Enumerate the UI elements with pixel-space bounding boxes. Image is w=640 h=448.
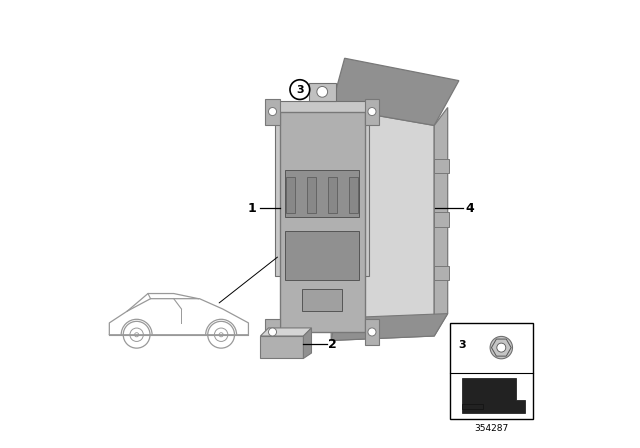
Polygon shape: [266, 99, 280, 125]
Polygon shape: [328, 177, 337, 213]
Circle shape: [490, 336, 513, 359]
Polygon shape: [463, 404, 483, 409]
Polygon shape: [332, 58, 459, 125]
Polygon shape: [303, 328, 312, 358]
Circle shape: [497, 343, 506, 352]
Polygon shape: [287, 177, 296, 213]
Polygon shape: [435, 108, 448, 336]
Polygon shape: [332, 108, 435, 340]
Polygon shape: [365, 319, 379, 345]
Text: 4: 4: [465, 202, 474, 215]
Text: 3: 3: [458, 340, 466, 350]
Polygon shape: [435, 212, 449, 227]
Circle shape: [269, 108, 276, 116]
Polygon shape: [302, 289, 342, 311]
Polygon shape: [332, 314, 448, 340]
Polygon shape: [260, 328, 312, 336]
Circle shape: [317, 86, 328, 97]
Polygon shape: [365, 99, 379, 125]
Polygon shape: [463, 379, 525, 413]
Polygon shape: [349, 177, 358, 213]
Text: 354287: 354287: [474, 424, 509, 433]
Polygon shape: [450, 323, 533, 419]
Polygon shape: [285, 170, 360, 217]
Polygon shape: [260, 336, 303, 358]
Circle shape: [290, 80, 310, 99]
Polygon shape: [285, 231, 360, 280]
Text: 3: 3: [296, 85, 303, 95]
Polygon shape: [280, 112, 365, 332]
Polygon shape: [435, 266, 449, 280]
Text: 1: 1: [248, 202, 257, 215]
Polygon shape: [307, 177, 316, 213]
Polygon shape: [275, 101, 369, 276]
Circle shape: [368, 108, 376, 116]
Polygon shape: [435, 159, 449, 173]
Text: 2: 2: [328, 337, 337, 351]
Circle shape: [269, 328, 276, 336]
Circle shape: [368, 328, 376, 336]
Polygon shape: [309, 83, 336, 101]
Polygon shape: [266, 319, 280, 345]
